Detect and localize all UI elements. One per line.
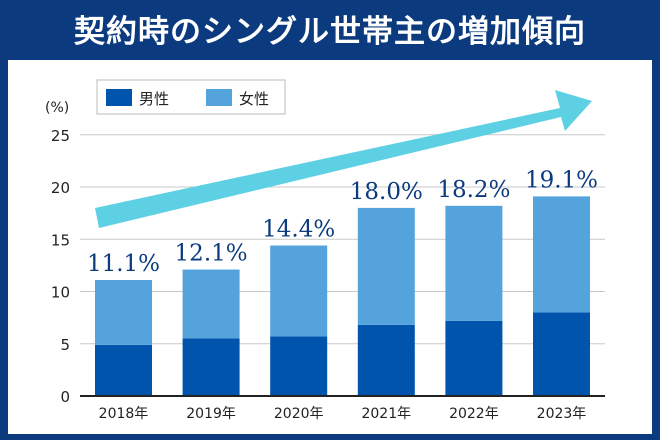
x-tick-label: 2023年 [537,406,587,422]
bar-男性 [182,338,240,396]
bar-女性 [182,269,240,339]
bar-女性 [357,207,415,325]
total-label: 12.1% [175,241,248,267]
bar-男性 [270,336,328,396]
y-axis-label: (%) [45,100,69,116]
x-tick-label: 2020年 [274,406,324,422]
y-tick-label: 20 [51,179,70,197]
x-tick-label: 2022年 [449,406,499,422]
bar-男性 [533,312,590,396]
y-tick-label: 0 [60,388,70,406]
y-tick-label: 15 [51,231,70,249]
bar-女性 [533,196,590,313]
legend-swatch [106,89,132,106]
bar-女性 [445,205,503,321]
total-label: 18.2% [437,177,510,203]
bar-男性 [357,324,415,396]
x-tick-label: 2019年 [186,406,236,422]
legend-label: 男性 [139,90,169,108]
y-tick-label: 5 [60,336,70,354]
bar-男性 [445,320,503,396]
y-tick-label: 25 [51,127,70,145]
bar-女性 [95,280,152,345]
legend-label: 女性 [239,90,269,108]
page-title: 契約時のシングル世帯主の増加傾向 [74,14,586,50]
x-tick-label: 2018年 [99,406,149,422]
total-label: 14.4% [262,217,335,243]
total-label: 11.1% [87,251,160,277]
total-label: 18.0% [350,179,423,205]
bar-男性 [95,344,152,396]
x-tick-label: 2021年 [361,406,411,422]
y-tick-label: 10 [51,284,70,302]
bar-女性 [270,245,328,337]
trend-arrow-icon [95,90,592,228]
legend-swatch [206,89,232,106]
total-label: 19.1% [525,167,598,193]
